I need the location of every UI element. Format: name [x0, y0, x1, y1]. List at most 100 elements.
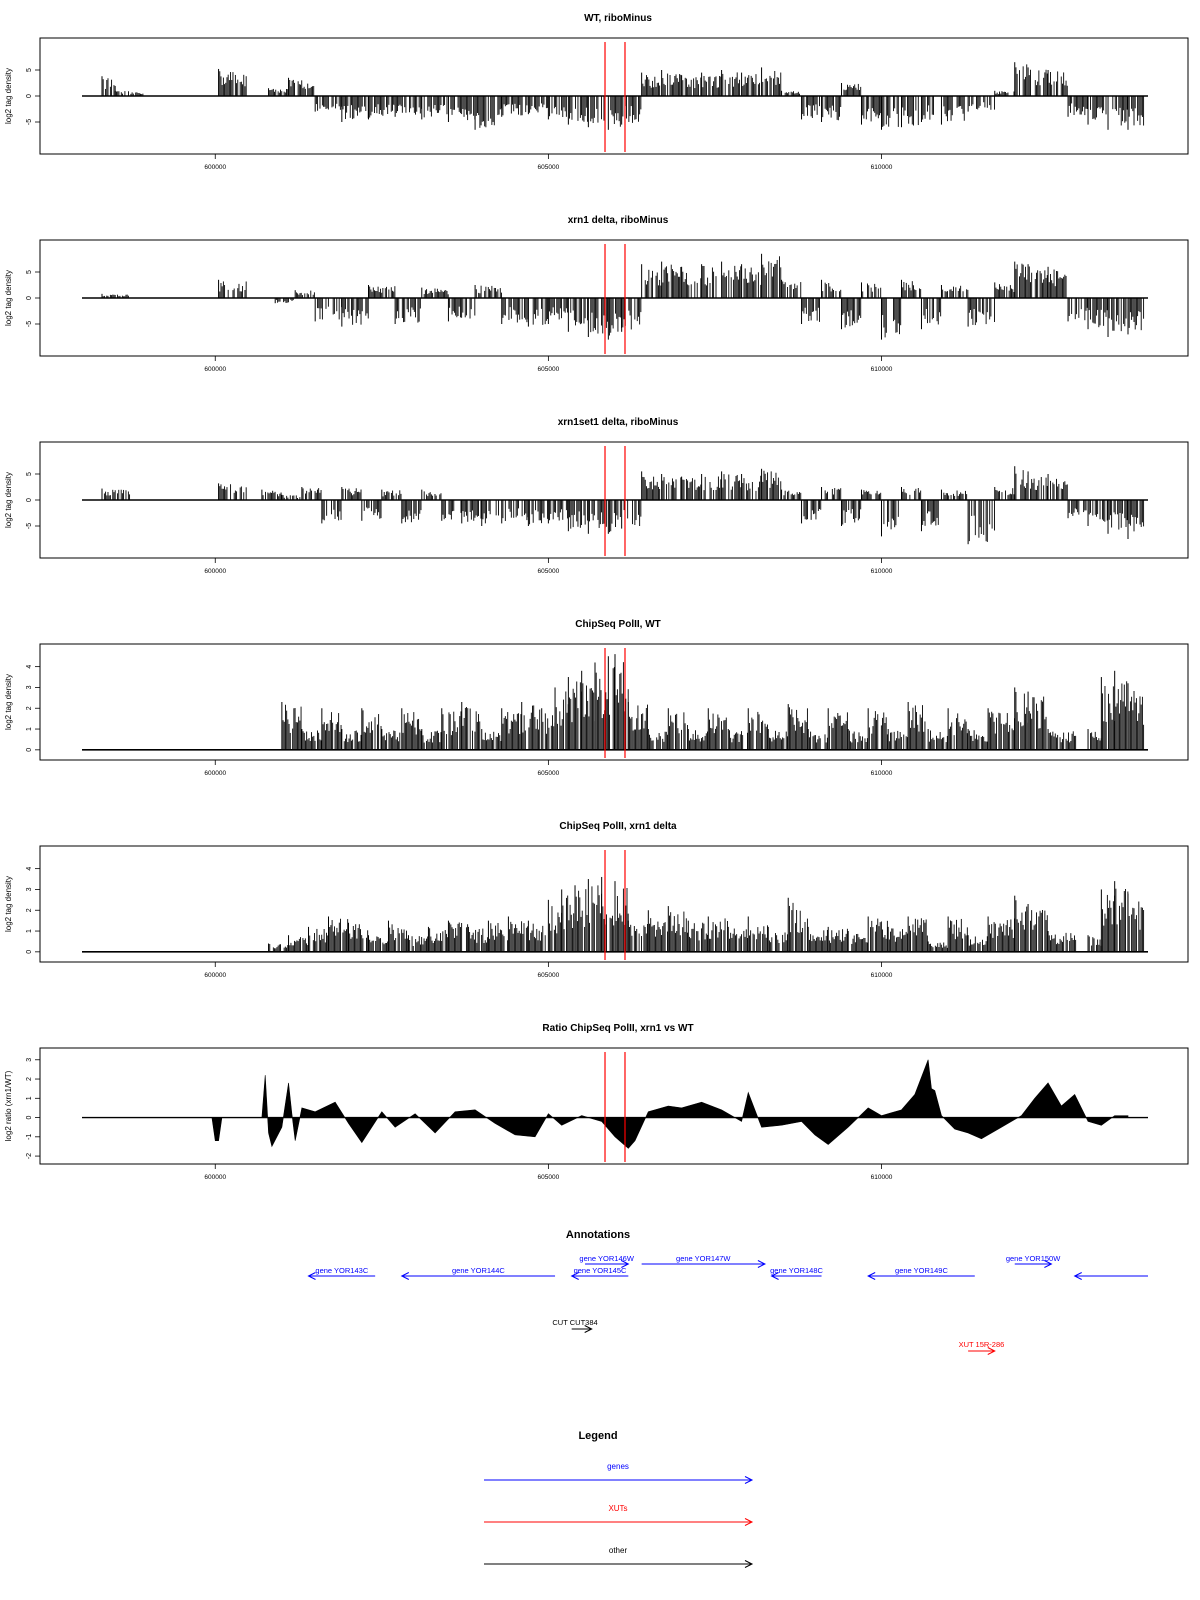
x-tick-label: 600000 [204, 770, 226, 777]
gene-arrow-head [307, 1272, 316, 1280]
gene-arrow-head [770, 1272, 779, 1280]
y-tick-label: 1 [26, 1096, 33, 1100]
ratio-area [82, 1059, 1129, 1149]
x-tick-label: 600000 [204, 1174, 226, 1181]
y-tick-label: 2 [26, 706, 33, 710]
x-tick-label: 605000 [538, 164, 560, 171]
y-tick-label: 3 [26, 685, 33, 689]
data-marks [82, 1059, 1148, 1149]
x-tick-label: 600000 [204, 972, 226, 979]
y-tick-label: 5 [26, 68, 33, 72]
x-tick-label: 605000 [538, 366, 560, 373]
legend-items: genes XUTs other [484, 1462, 754, 1568]
y-tick-label: 1 [26, 727, 33, 731]
y-tick-label: 4 [26, 867, 33, 871]
panel-title: ChipSeq PolII, xrn1 delta [559, 821, 677, 832]
track-panel-5: Ratio ChipSeq PolII, xrn1 vs WT log2 rati… [4, 1023, 1189, 1181]
panel-title: ChipSeq PolII, WT [575, 619, 661, 630]
y-tick-label: 2 [26, 1077, 33, 1081]
gene-label: gene YOR145C [574, 1266, 627, 1275]
xut-arrow-head [987, 1347, 996, 1355]
y-tick-label: -1 [26, 1134, 33, 1140]
plot-frame [39, 845, 1189, 963]
y-axis-label: log2 tag density [4, 472, 13, 528]
track-panel-4: ChipSeq PolII, xrn1 delta log2 tag densit… [4, 821, 1189, 979]
y-axis-label: log2 ratio (xrn1/WT) [4, 1070, 13, 1141]
legend-panel: Legend genes XUTs other [484, 1430, 754, 1568]
track-panel-2: xrn1set1 delta, riboMinus log2 tag densit… [4, 417, 1189, 575]
y-tick-label: 1 [26, 929, 33, 933]
annotations-title: Annotations [566, 1229, 630, 1241]
y-tick-label: 0 [26, 498, 33, 502]
gene-arrow-head [621, 1260, 630, 1268]
y-tick-label: 0 [26, 296, 33, 300]
track-panel-3: ChipSeq PolII, WT log2 tag density 0 1 2 3 4 60… [4, 619, 1189, 777]
y-axis-label: log2 tag density [4, 270, 13, 326]
plot-frame [39, 239, 1189, 357]
y-tick-label: -5 [26, 119, 33, 125]
track-panels: WT, riboMinus log2 tag density -5 0 5 600000 6… [4, 13, 1189, 1181]
legend-label: genes [607, 1462, 629, 1471]
gene-label: gene YOR146W [579, 1254, 634, 1263]
xut-label: XUT 15R-286 [959, 1340, 1005, 1349]
x-tick-label: 610000 [871, 1174, 893, 1181]
y-tick-label: -5 [26, 523, 33, 529]
y-tick-label: 0 [26, 748, 33, 752]
annotation-items: gene YOR143C gene YOR144C gene YOR145C gene… [307, 1254, 1148, 1355]
track-panel-1: xrn1 delta, riboMinus log2 tag density -5 0… [4, 215, 1189, 373]
plot-frame [39, 37, 1189, 155]
panel-title: WT, riboMinus [584, 13, 652, 24]
legend-label: XUTs [608, 1504, 627, 1513]
y-tick-label: 0 [26, 950, 33, 954]
panel-title: Ratio ChipSeq PolII, xrn1 vs WT [542, 1023, 693, 1034]
x-tick-label: 610000 [871, 568, 893, 575]
x-tick-label: 600000 [204, 568, 226, 575]
data-marks [82, 62, 1148, 130]
x-tick-label: 610000 [871, 972, 893, 979]
annotations-panel: Annotations gene YOR143C gene YOR144C gene… [307, 1229, 1148, 1355]
y-tick-label: 3 [26, 887, 33, 891]
gene-label: gene YOR143C [315, 1266, 368, 1275]
x-tick-label: 605000 [538, 568, 560, 575]
y-axis-label: log2 tag density [4, 68, 13, 124]
legend-arrowhead [744, 1560, 754, 1568]
plot-frame [39, 1047, 1189, 1165]
plot-frame [39, 441, 1189, 559]
y-tick-label: -5 [26, 321, 33, 327]
y-tick-label: 3 [26, 1058, 33, 1062]
legend-arrowhead [744, 1518, 754, 1526]
gene-arrow-head [400, 1272, 410, 1280]
x-tick-label: 605000 [538, 770, 560, 777]
legend-title: Legend [578, 1430, 617, 1442]
x-tick-label: 605000 [538, 972, 560, 979]
y-tick-label: 4 [26, 665, 33, 669]
y-tick-label: 5 [26, 472, 33, 476]
gene-label: gene YOR149C [895, 1266, 948, 1275]
x-tick-label: 600000 [204, 366, 226, 373]
track-panel-0: WT, riboMinus log2 tag density -5 0 5 600000 6… [4, 13, 1189, 171]
y-axis-label: log2 tag density [4, 876, 13, 932]
y-tick-label: -2 [26, 1153, 33, 1159]
data-marks [82, 876, 1148, 953]
gene-arrow-head [1073, 1272, 1082, 1280]
gene-label: gene YOR150W [1006, 1254, 1061, 1263]
gene-arrow-head [570, 1272, 579, 1280]
panel-title: xrn1 delta, riboMinus [568, 215, 669, 226]
gene-arrow-head [757, 1260, 767, 1268]
data-marks [82, 253, 1148, 340]
data-marks [82, 654, 1148, 751]
other-label: CUT CUT384 [552, 1318, 597, 1327]
gene-label: gene YOR144C [452, 1266, 505, 1275]
panel-title: xrn1set1 delta, riboMinus [558, 417, 679, 428]
gene-label: gene YOR148C [770, 1266, 823, 1275]
y-tick-label: 2 [26, 908, 33, 912]
x-tick-label: 610000 [871, 164, 893, 171]
y-axis-label: log2 tag density [4, 674, 13, 730]
gene-label: gene YOR147W [676, 1254, 731, 1263]
x-tick-label: 605000 [538, 1174, 560, 1181]
gene-arrow-head [867, 1272, 876, 1280]
y-tick-label: 0 [26, 1116, 33, 1120]
x-tick-label: 610000 [871, 366, 893, 373]
other-arrow-head [584, 1325, 593, 1333]
